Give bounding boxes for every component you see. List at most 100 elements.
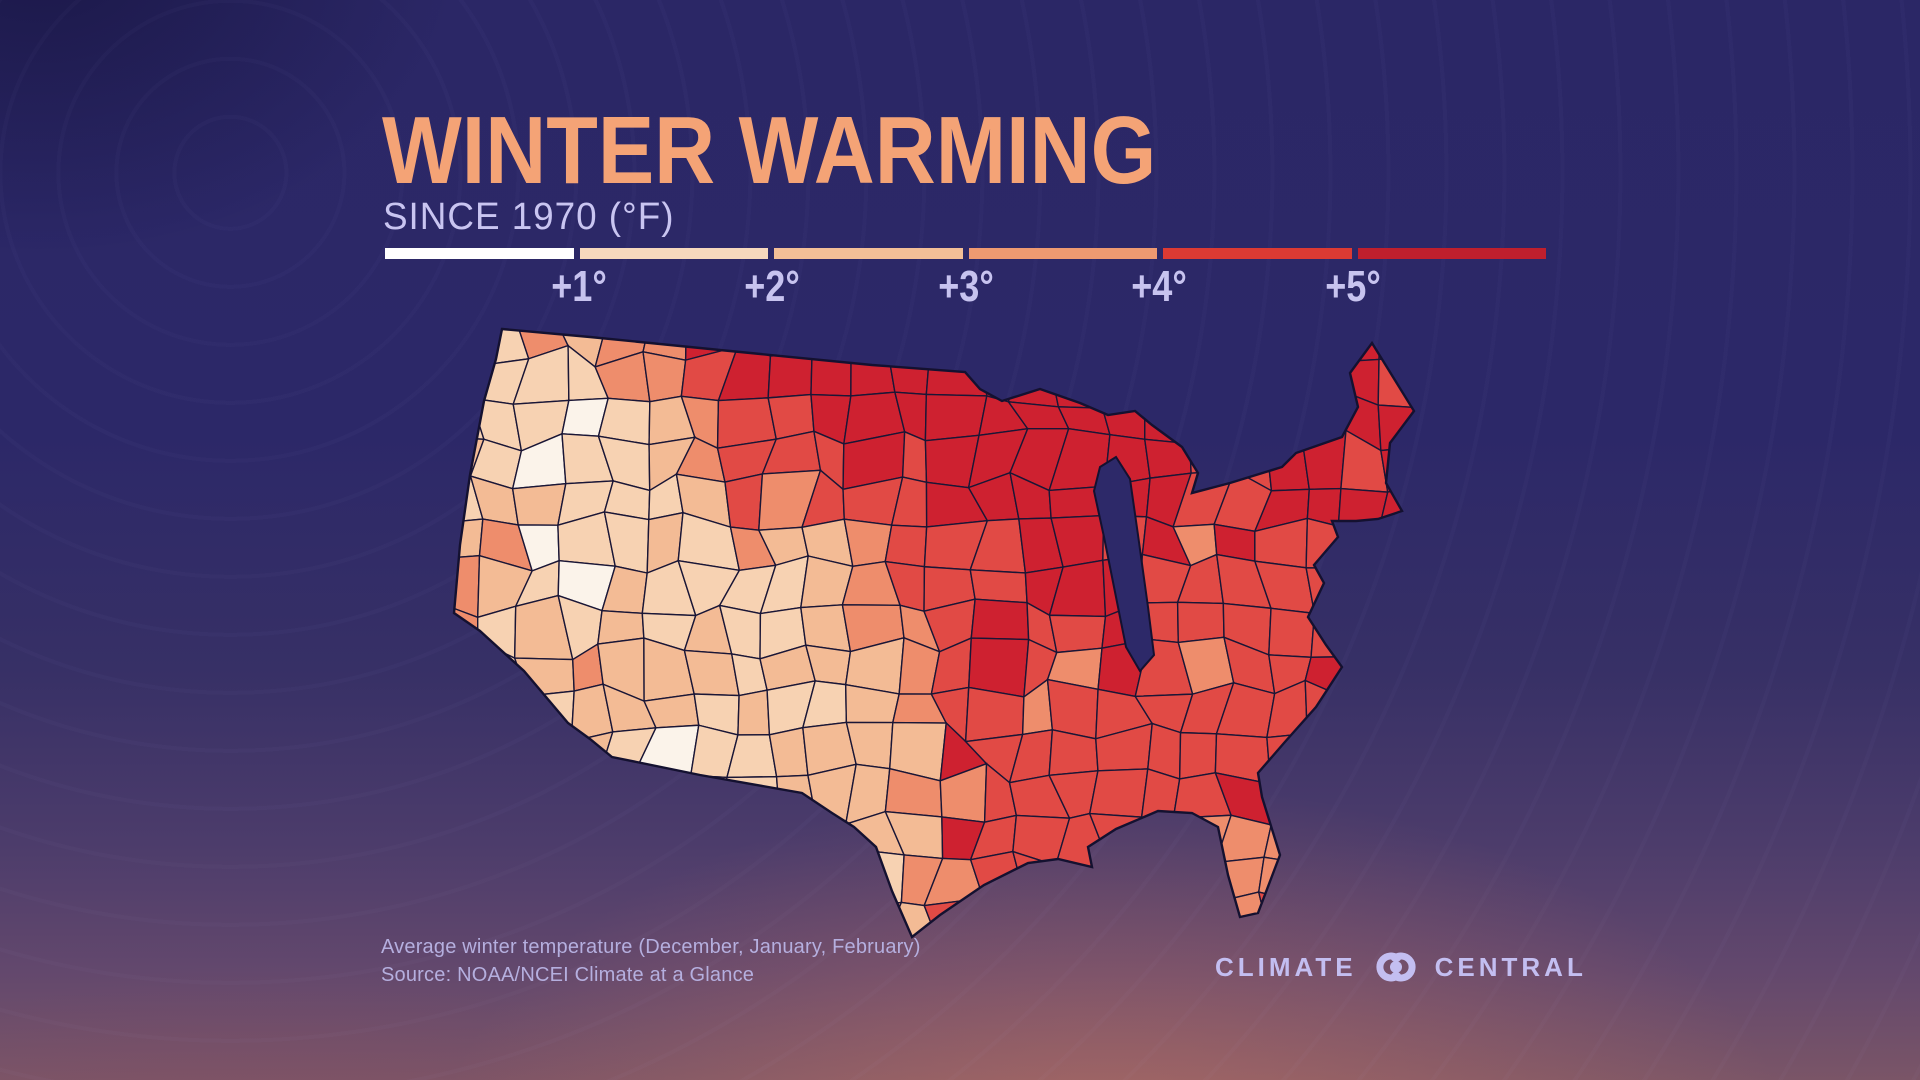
climate-division — [1257, 891, 1308, 937]
climate-division — [964, 686, 1025, 743]
climate-division — [680, 850, 734, 903]
climate-division — [1055, 864, 1112, 906]
climate-division — [486, 802, 523, 856]
climate-division — [1183, 329, 1229, 358]
climate-division — [1297, 723, 1347, 775]
legend-segment — [579, 248, 768, 259]
climate-division — [1301, 387, 1347, 442]
climate-division — [556, 730, 614, 783]
climate-division — [556, 766, 600, 817]
climate-division — [1047, 345, 1110, 409]
climate-division — [1336, 723, 1387, 770]
legend-tick-label: +1° — [550, 262, 607, 311]
climate-division — [1337, 525, 1381, 577]
climate-division — [737, 689, 771, 736]
climate-division — [513, 657, 575, 697]
climate-division — [475, 770, 523, 825]
climate-division — [1021, 895, 1068, 937]
climate-division — [1297, 767, 1347, 827]
climate-division — [982, 329, 1021, 358]
climate-division — [516, 733, 573, 773]
climate-division — [1171, 899, 1224, 937]
climate-division — [901, 430, 928, 484]
climate-division — [1186, 350, 1229, 406]
temperature-scale-legend: +1° +2° +3° +4° +5° — [385, 248, 1546, 311]
page-subtitle: SINCE 1970 (°F) — [383, 196, 675, 238]
climate-division — [812, 844, 849, 911]
climate-division — [1256, 346, 1311, 409]
climate-division — [769, 329, 820, 357]
climate-division — [1304, 679, 1343, 735]
climate-division — [596, 862, 646, 895]
climate-division — [1089, 329, 1151, 370]
climate-division — [1339, 854, 1395, 896]
climate-division — [454, 639, 480, 697]
climate-division — [635, 850, 685, 903]
logo-text-central: CENTRAL — [1434, 951, 1587, 982]
caption-measure: Average winter temperature (December, Ja… — [381, 936, 921, 958]
climate-division — [1344, 887, 1395, 937]
climate-division — [1303, 818, 1342, 865]
climate-division — [1269, 773, 1317, 827]
climate-division — [596, 764, 647, 824]
climate-division — [1016, 329, 1061, 357]
climate-division — [1378, 329, 1414, 361]
climate-division — [1336, 815, 1398, 864]
climate-division — [1189, 435, 1236, 474]
climate-division — [644, 822, 687, 868]
climate-division — [970, 598, 1030, 641]
climate-division — [1308, 329, 1353, 366]
climate-divisions-layer — [454, 329, 1414, 937]
climate-division — [925, 355, 988, 397]
climate-division — [1144, 350, 1195, 405]
legend-segment — [968, 248, 1157, 259]
climate-division — [596, 805, 647, 867]
climate-division — [1256, 329, 1311, 366]
legend-segment — [774, 248, 963, 259]
climate-division — [680, 804, 734, 869]
climate-division — [1305, 517, 1357, 570]
climate-division — [454, 848, 488, 910]
climate-division — [1305, 361, 1338, 410]
climate-division — [483, 848, 520, 910]
climate-division — [1385, 765, 1414, 819]
caption-source: Source: NOAA/NCEI Climate at a Glance — [381, 964, 755, 986]
climate-division — [1336, 765, 1398, 821]
climate-division — [887, 329, 931, 358]
climate-division — [470, 694, 535, 735]
climate-division — [684, 774, 728, 825]
climate-division — [1176, 601, 1225, 644]
legend-tick-label: +3° — [937, 262, 994, 311]
climate-division — [923, 329, 986, 358]
climate-division — [559, 805, 600, 864]
climate-division — [1091, 892, 1147, 937]
climate-division — [1100, 855, 1151, 904]
climate-division — [884, 524, 928, 568]
climate-division — [1140, 816, 1187, 858]
climate-division — [717, 859, 777, 905]
climate-division — [517, 767, 575, 817]
interlocking-circles-icon — [1376, 952, 1416, 982]
climate-division — [454, 344, 475, 410]
climate-division — [1389, 815, 1414, 857]
climate-division — [887, 350, 931, 396]
climate-division — [1381, 893, 1414, 937]
climate-division — [1376, 518, 1414, 577]
climate-division — [527, 690, 575, 743]
climate-division — [1377, 404, 1414, 452]
climate-division — [1385, 731, 1414, 769]
climate-division — [1391, 597, 1414, 646]
legend-tick-label: +5° — [1324, 262, 1381, 311]
climate-division — [1188, 393, 1224, 445]
climate-division — [454, 775, 494, 825]
logo-text-climate: CLIMATE — [1215, 951, 1357, 982]
climate-division — [454, 691, 480, 735]
climate-division — [1389, 639, 1414, 698]
climate-division — [924, 393, 988, 442]
climate-division — [774, 811, 816, 862]
climate-division — [843, 518, 893, 568]
climate-division — [473, 329, 530, 368]
climate-division — [774, 844, 816, 905]
climate-division — [722, 775, 780, 813]
